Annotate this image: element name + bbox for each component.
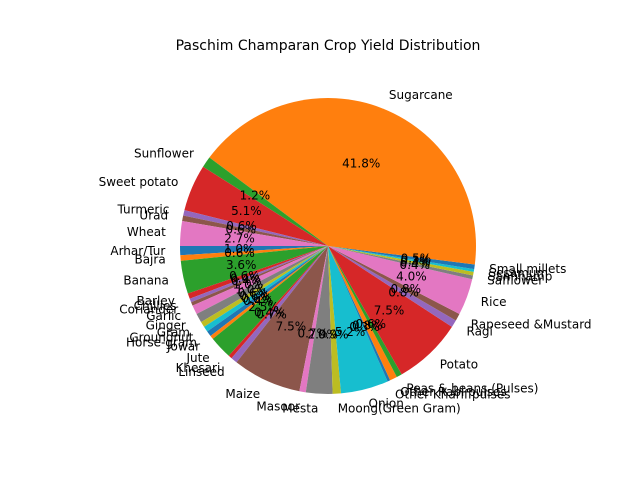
slice-label: Rice xyxy=(481,295,507,309)
slice-label: Potato xyxy=(440,357,478,371)
slice-label: Urad xyxy=(139,209,168,223)
slice-label: Banana xyxy=(123,274,169,288)
slice-label: Rapeseed &Mustard xyxy=(471,317,592,331)
slice-percent-label: 5.1% xyxy=(231,204,262,218)
slice-percent-label: 0.8% xyxy=(391,282,422,296)
chart-title: Paschim Champaran Crop Yield Distributio… xyxy=(176,38,481,54)
slice-label: Sugarcane xyxy=(389,88,453,102)
slice-percent-label: 2.7% xyxy=(224,232,255,246)
slice-percent-label: 0.5% xyxy=(401,252,432,266)
slice-label: Mesta xyxy=(282,402,318,416)
slice-label: Bajra xyxy=(134,252,165,266)
slice-percent-label: 41.8% xyxy=(342,157,380,171)
slice-label: Peas & beans (Pulses) xyxy=(406,382,538,396)
slice-label: Small millets xyxy=(489,262,566,276)
slice-percent-label: 1.2% xyxy=(240,189,271,203)
slice-percent-label: 7.5% xyxy=(374,304,405,318)
slice-label: Linseed xyxy=(178,365,224,379)
slice-label: Maize xyxy=(225,387,260,401)
slice-percent-label: 0.6% xyxy=(356,317,387,331)
slice-label: Sweet potato xyxy=(99,175,179,189)
slice-label: Sunflower xyxy=(134,147,194,161)
slice-label: Wheat xyxy=(127,225,166,239)
